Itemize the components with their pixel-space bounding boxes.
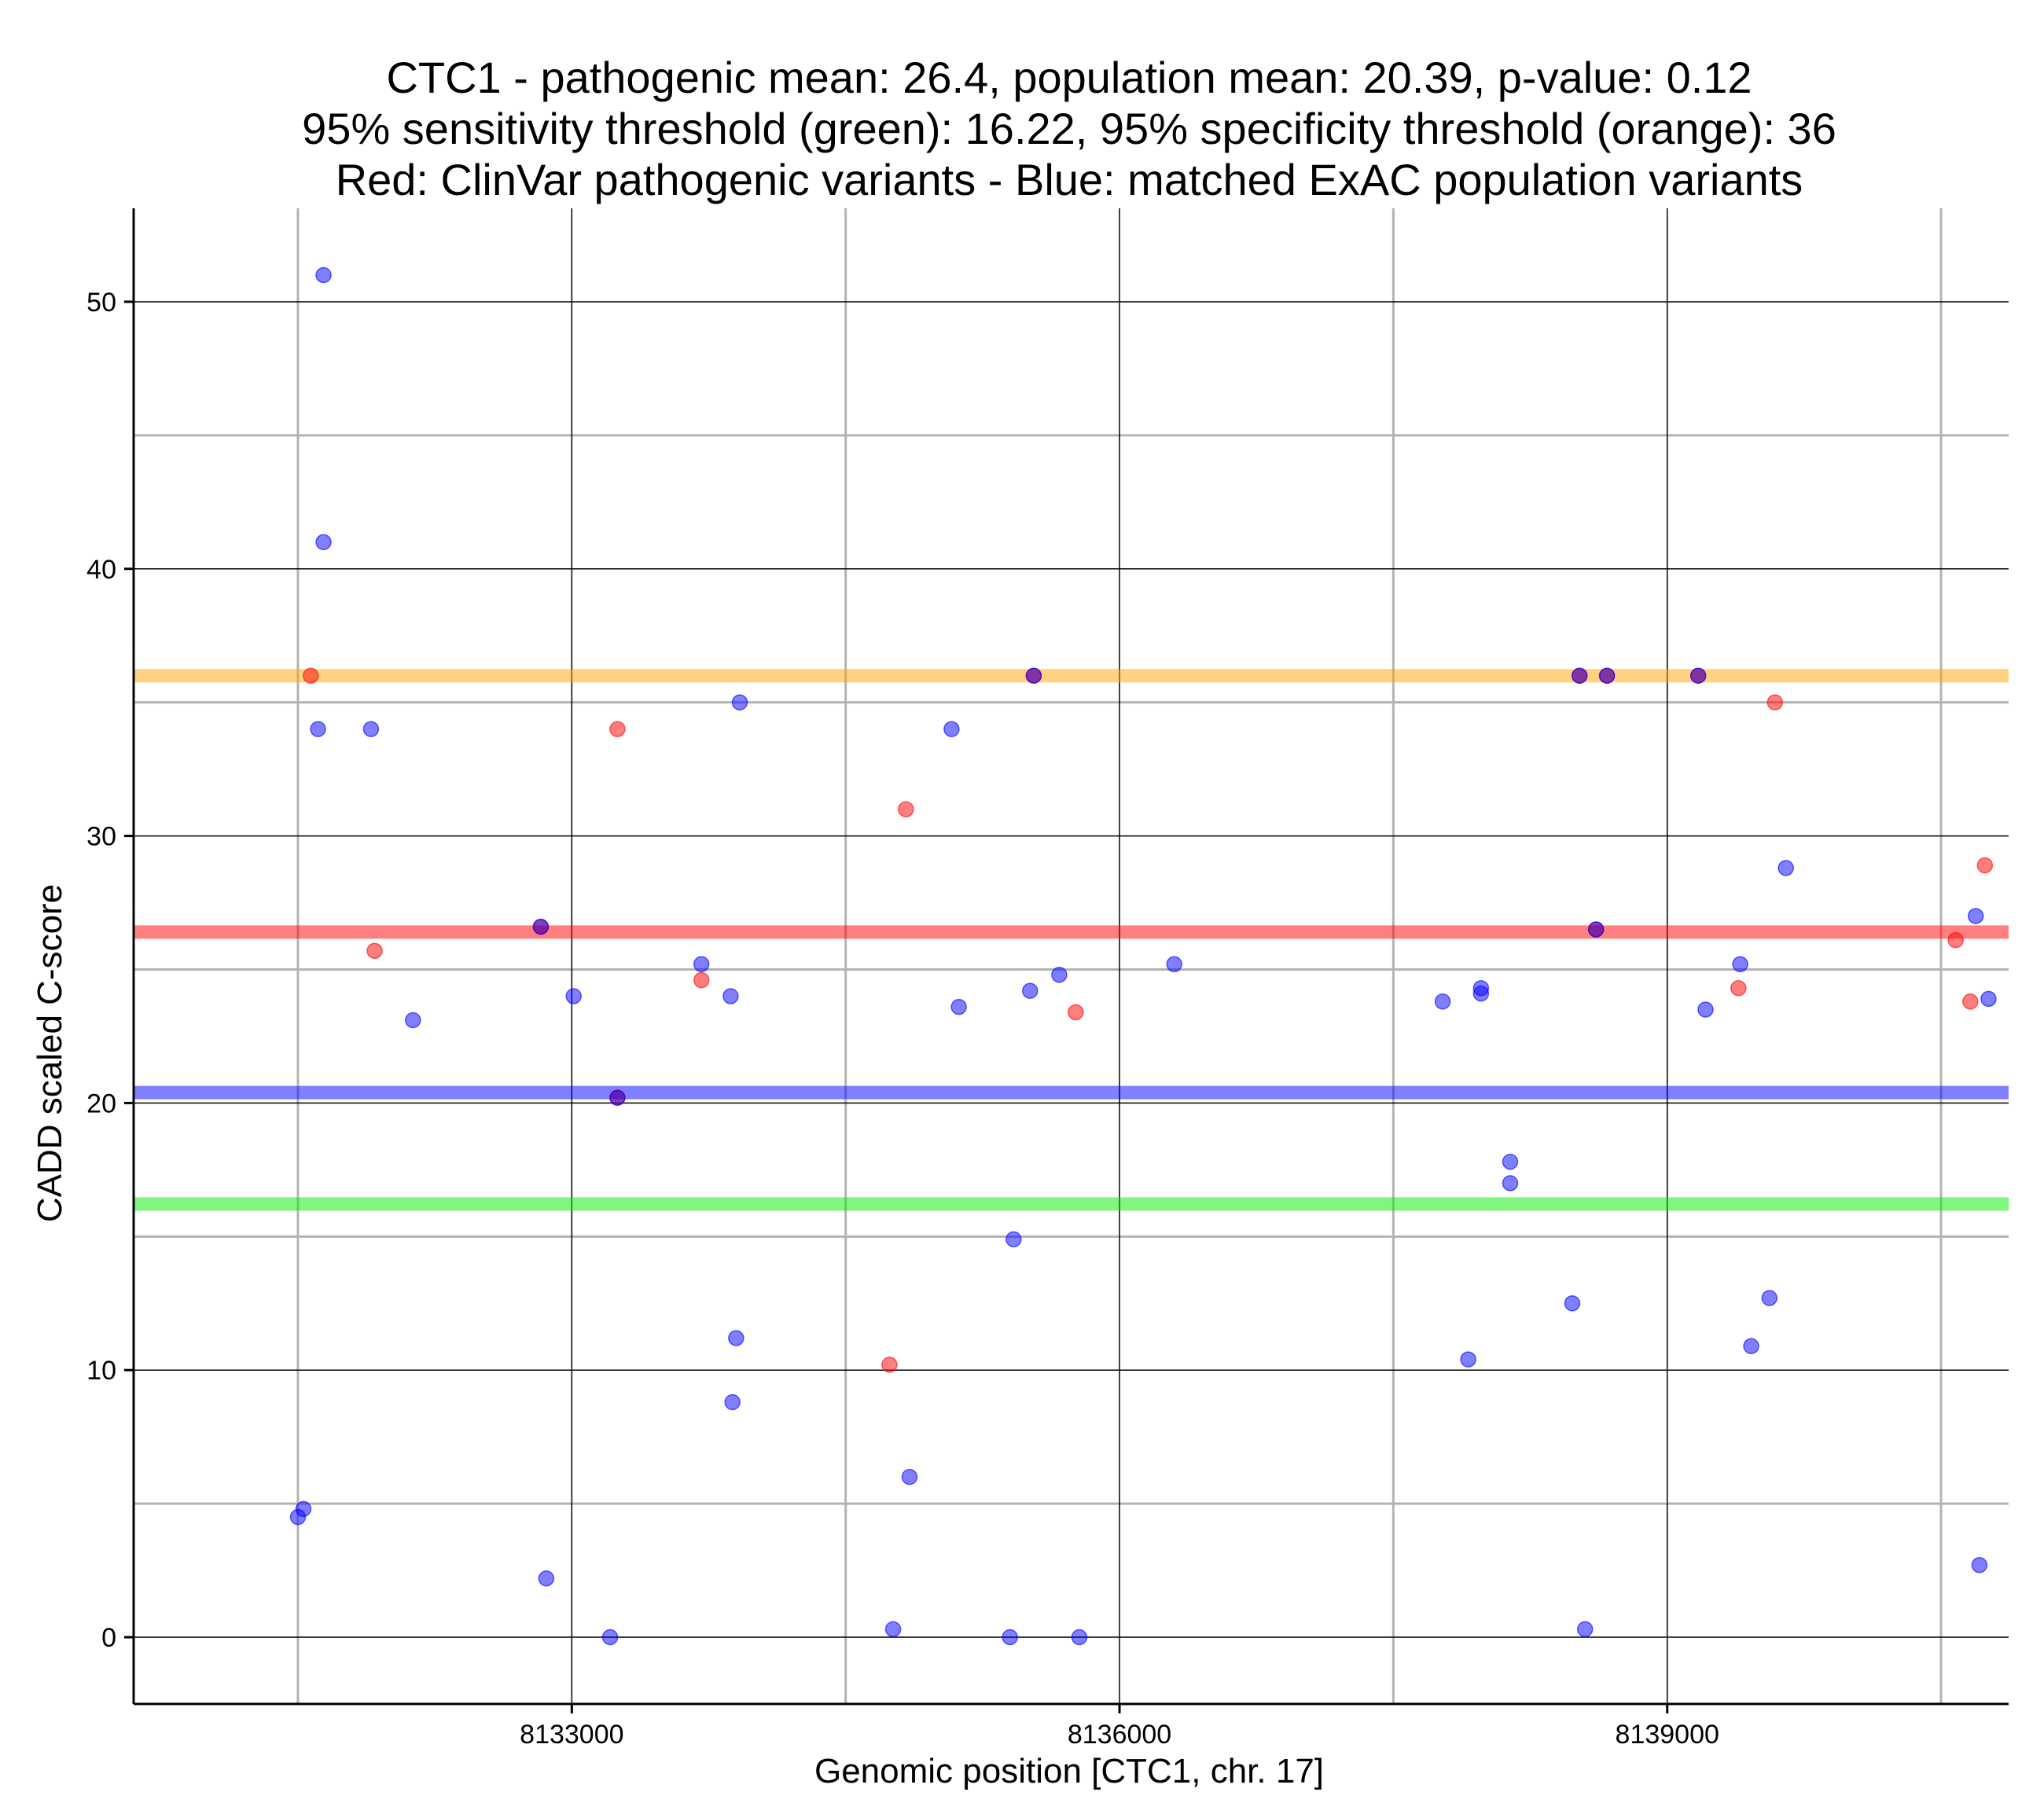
tick-labels: 0 10 20 30 40 50 8133000 8136000 8139000 <box>86 288 1719 1750</box>
population-point <box>724 1394 741 1411</box>
population-point <box>1576 1621 1594 1638</box>
population-point <box>532 918 550 935</box>
population-point <box>1967 908 1984 924</box>
population-point <box>609 1089 626 1106</box>
population-point <box>1598 667 1616 684</box>
y-axis-title: CADD scaled C-score <box>31 884 69 1222</box>
y-tick-label: 40 <box>86 555 116 585</box>
population-point <box>1502 1153 1519 1170</box>
population-point <box>315 266 332 284</box>
x-tick-label: 8136000 <box>1068 1720 1171 1750</box>
x-axis-title: Genomic position [CTC1, chr. 17] <box>814 1752 1324 1790</box>
population-point <box>901 1468 918 1485</box>
pathogenic-point <box>366 942 383 959</box>
pathogenic-point <box>1730 980 1747 997</box>
y-tick-label: 30 <box>86 822 116 852</box>
population-point <box>1587 921 1605 938</box>
pathogenic-point <box>898 801 914 817</box>
pathogenic-point <box>303 667 319 684</box>
population-point <box>1743 1338 1759 1354</box>
population-point <box>1564 1295 1581 1312</box>
grid <box>134 208 2009 1704</box>
population-point <box>405 1012 421 1029</box>
population-point <box>1021 982 1039 999</box>
population-point <box>943 721 960 737</box>
population-point <box>1697 1001 1714 1018</box>
pathogenic-point <box>693 971 710 989</box>
data-points <box>289 266 1997 1646</box>
population-point <box>1502 1175 1519 1192</box>
population-point <box>315 534 332 551</box>
pathogenic-point <box>1976 857 1994 874</box>
population-point <box>884 1621 902 1638</box>
population-point <box>728 1330 744 1346</box>
population-point <box>1002 1629 1018 1646</box>
population-point <box>1732 956 1748 972</box>
title-line-3: Red: ClinVar pathogenic variants - Blue:… <box>336 155 1803 204</box>
pathogenic-point <box>609 721 626 737</box>
population-point <box>538 1570 555 1587</box>
y-tick-label: 10 <box>86 1356 116 1386</box>
pathogenic-point <box>881 1357 898 1373</box>
population-point <box>1472 985 1490 1002</box>
y-tick-label: 50 <box>86 288 116 318</box>
population-point <box>1777 860 1794 876</box>
population-point <box>1051 967 1068 983</box>
pathogenic-point <box>1961 993 1979 1010</box>
population-point <box>565 988 582 1004</box>
title-line-1: CTC1 - pathogenic mean: 26.4, population… <box>386 53 1752 102</box>
population-point <box>1761 1290 1778 1306</box>
population-point <box>722 988 739 1004</box>
pathogenic-point <box>1766 694 1783 711</box>
reference-lines <box>134 669 2009 1211</box>
population-point <box>950 998 967 1015</box>
population-point <box>1971 1557 1988 1573</box>
x-tick-label: 8139000 <box>1616 1720 1719 1750</box>
population-point <box>1572 667 1588 684</box>
population-point <box>1980 990 1997 1008</box>
population-point <box>1025 667 1042 684</box>
title-line-2: 95% sensitivity threshold (green): 16.22… <box>302 104 1836 153</box>
y-tick-label: 0 <box>101 1623 116 1653</box>
population-point <box>1434 993 1451 1010</box>
population-point <box>731 694 748 711</box>
population-point <box>1166 956 1182 972</box>
population-point <box>1005 1231 1022 1247</box>
axes <box>132 208 2009 1706</box>
pathogenic-point <box>1947 931 1964 949</box>
y-tick-label: 20 <box>86 1089 116 1118</box>
population-point <box>1071 1629 1088 1646</box>
population-point <box>693 956 710 972</box>
population-point <box>289 1508 307 1526</box>
population-point <box>310 721 326 737</box>
population-point <box>1460 1351 1476 1368</box>
population-point <box>601 1629 619 1646</box>
chart-title: CTC1 - pathogenic mean: 26.4, population… <box>302 53 1836 204</box>
population-point <box>1689 667 1707 684</box>
x-tick-label: 8133000 <box>520 1720 623 1750</box>
population-point <box>362 721 380 737</box>
pathogenic-point <box>1068 1004 1084 1021</box>
